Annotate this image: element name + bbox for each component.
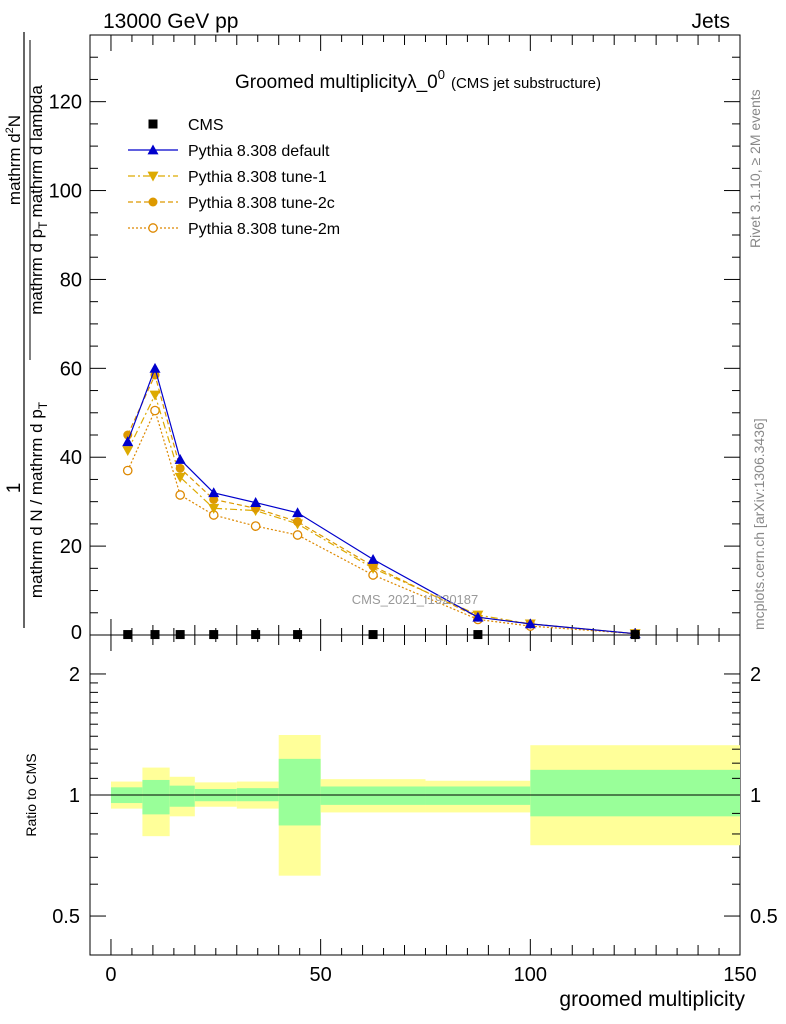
y-label-inner-numerator: mathrm d2N bbox=[4, 115, 24, 205]
data-point bbox=[122, 436, 134, 447]
data-point bbox=[208, 503, 220, 514]
data-point bbox=[149, 390, 161, 401]
data-point bbox=[175, 490, 186, 500]
y-tick-label: 60 bbox=[60, 358, 82, 380]
data-point bbox=[368, 630, 378, 640]
y-tick-label: 40 bbox=[60, 447, 82, 469]
plot-title: Groomed multiplicityλ_00 (CMS jet substru… bbox=[235, 67, 601, 93]
x-axis-label: groomed multiplicity bbox=[559, 988, 745, 1011]
series-line bbox=[127, 393, 636, 635]
y-tick-label: 80 bbox=[60, 269, 82, 291]
category-label: Jets bbox=[691, 10, 730, 33]
ratio-inner-band bbox=[278, 758, 321, 826]
x-tick-label: 150 bbox=[723, 964, 756, 986]
data-point bbox=[174, 453, 186, 464]
data-point bbox=[292, 530, 303, 540]
data-point bbox=[367, 553, 379, 564]
legend-label: Pythia 8.308 tune-2m bbox=[188, 221, 340, 238]
legend-item: CMS bbox=[148, 117, 224, 134]
legend-marker bbox=[147, 144, 159, 155]
data-point bbox=[524, 618, 536, 629]
data-point bbox=[250, 497, 262, 507]
y-label-denominator: mathrm d N / mathrm d pT bbox=[27, 401, 50, 598]
ratio-inner-band bbox=[169, 785, 195, 807]
ratio-y-tick-label: 2 bbox=[69, 664, 80, 686]
legend-marker bbox=[148, 197, 158, 207]
series-cms bbox=[123, 630, 640, 640]
plot-title-main: Groomed multiplicityλ_0 bbox=[235, 72, 438, 93]
legend-item: Pythia 8.308 tune-2m bbox=[128, 221, 340, 238]
y-label-inner-denominator: mathrm d pTmathrm d lambda bbox=[27, 85, 50, 315]
y-tick-label: 100 bbox=[49, 181, 82, 203]
legend-marker bbox=[148, 223, 158, 233]
legend-item: Pythia 8.308 tune-2c bbox=[128, 195, 335, 212]
y-tick-label: 120 bbox=[49, 92, 82, 114]
mcplots-side-label: mcplots.cern.ch [arXiv:1306.3436] bbox=[751, 418, 767, 630]
ratio-y-label: Ratio to CMS bbox=[23, 753, 39, 836]
series-layer bbox=[122, 362, 641, 640]
x-tick-label: 100 bbox=[514, 964, 547, 986]
y-tick-label: 20 bbox=[60, 536, 82, 558]
legend: CMS Pythia 8.308 default Pythia 8.308 tune… bbox=[128, 117, 340, 238]
legend-label: Pythia 8.308 default bbox=[188, 143, 330, 160]
data-point bbox=[292, 507, 304, 518]
data-point bbox=[123, 630, 133, 640]
y-tick-label-zero: 0 bbox=[71, 622, 82, 644]
data-point bbox=[293, 630, 303, 640]
data-point bbox=[175, 630, 185, 640]
plot-title-sub: (CMS jet substructure) bbox=[451, 75, 601, 92]
analysis-watermark: CMS_2021_I1920187 bbox=[352, 592, 479, 607]
ratio-inner-band bbox=[425, 786, 531, 805]
data-point bbox=[630, 630, 640, 640]
legend-label: Pythia 8.308 tune-2c bbox=[188, 195, 335, 212]
data-point bbox=[150, 405, 160, 416]
data-point bbox=[293, 517, 303, 527]
y-label-numerator: 1 bbox=[4, 483, 25, 494]
legend-item: Pythia 8.308 tune-1 bbox=[128, 169, 327, 186]
ratio-y-tick-label: 1 bbox=[69, 785, 80, 807]
data-point bbox=[473, 630, 483, 640]
ratio-inner-band bbox=[142, 779, 170, 815]
data-point bbox=[122, 446, 134, 457]
series-line bbox=[127, 366, 636, 635]
x-tick-label: 0 bbox=[105, 964, 116, 986]
data-point bbox=[251, 630, 261, 640]
ratio-axis-ticks: 0.5 0.5 1 1 2 2 0 50 100 150 bbox=[52, 635, 778, 986]
ratio-y-tick-label-right: 0.5 bbox=[750, 906, 778, 928]
ratio-inner-band bbox=[320, 786, 426, 805]
data-point bbox=[174, 472, 186, 483]
data-point bbox=[472, 611, 484, 622]
ratio-y-tick-label: 0.5 bbox=[52, 906, 80, 928]
legend-item: Pythia 8.308 default bbox=[128, 143, 330, 160]
ratio-inner-band bbox=[530, 769, 740, 817]
data-point bbox=[149, 362, 161, 373]
rivet-side-label: Rivet 3.1.10, ≥ 2M events bbox=[747, 89, 763, 248]
ratio-bands bbox=[110, 735, 740, 876]
series-line bbox=[127, 373, 636, 635]
series-line bbox=[127, 408, 636, 635]
ratio-y-tick-label-right: 2 bbox=[750, 664, 761, 686]
data-point bbox=[175, 463, 185, 473]
legend-marker bbox=[148, 119, 158, 129]
data-point bbox=[209, 630, 219, 640]
ratio-y-tick-label-right: 1 bbox=[750, 785, 761, 807]
data-point bbox=[368, 561, 378, 571]
legend-marker bbox=[147, 171, 159, 182]
legend-label: CMS bbox=[188, 117, 224, 134]
data-point bbox=[209, 494, 219, 504]
plot-title-sup: 0 bbox=[438, 67, 445, 82]
data-point bbox=[122, 465, 133, 476]
data-point bbox=[250, 521, 261, 531]
main-axis-ticks: 20 40 60 80 100 120 0 bbox=[49, 35, 741, 644]
data-point bbox=[150, 630, 160, 640]
main-y-axis-label: 1 mathrm d N / mathrm d pT mathrm d2N ma… bbox=[4, 32, 50, 628]
energy-label: 13000 GeV pp bbox=[103, 10, 238, 33]
legend-label: Pythia 8.308 tune-1 bbox=[188, 169, 327, 186]
data-point bbox=[208, 487, 220, 498]
x-tick-label: 50 bbox=[310, 964, 332, 986]
